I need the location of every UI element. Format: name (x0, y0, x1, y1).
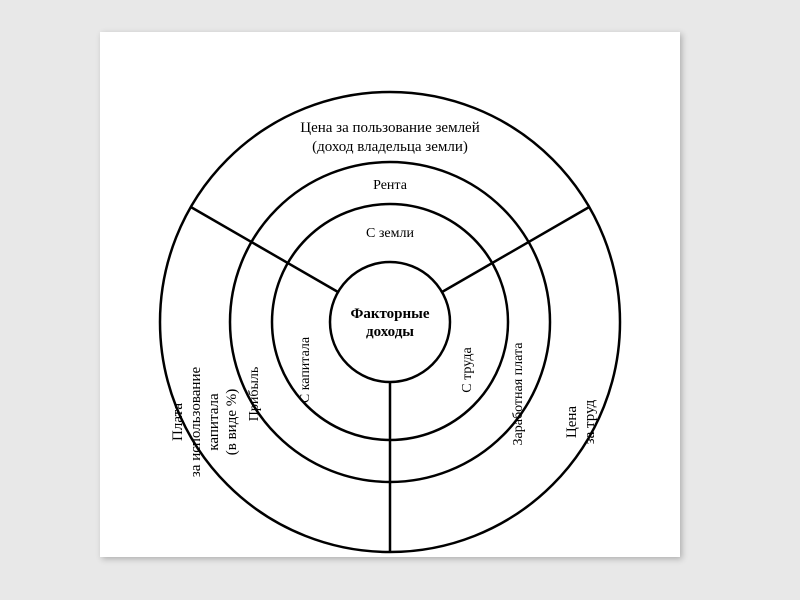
ring3-left-1: Плата (170, 403, 186, 441)
ring1-right: С труда (460, 347, 475, 393)
center-label-2: доходы (366, 324, 414, 340)
divider-upper-right (442, 207, 589, 292)
ring1-left: С капитала (298, 336, 313, 403)
ring3-right-1: Цена (564, 406, 580, 439)
ring3-left-2: за использование (188, 367, 204, 478)
factor-incomes-diagram: Факторные доходы С земли С капитала С тр… (100, 32, 680, 557)
center-label-1: Факторные (350, 306, 429, 322)
ring3-top-1: Цена за пользование землей (300, 120, 480, 136)
ring2-right: Заработная плата (511, 342, 526, 446)
ring2-top: Рента (373, 178, 408, 193)
ring1-top: С земли (366, 226, 414, 241)
ring3-left-3: капитала (206, 393, 222, 451)
ring3-top-2: (доход владельца земли) (312, 139, 468, 155)
center-circle (330, 262, 450, 382)
ring2-left: Прибыль (247, 367, 262, 422)
ring3-left-4: (в виде %) (224, 389, 240, 455)
diagram-frame: Факторные доходы С земли С капитала С тр… (100, 32, 680, 557)
ring3-right-2: за труд (582, 399, 598, 444)
divider-upper-left (191, 207, 338, 292)
